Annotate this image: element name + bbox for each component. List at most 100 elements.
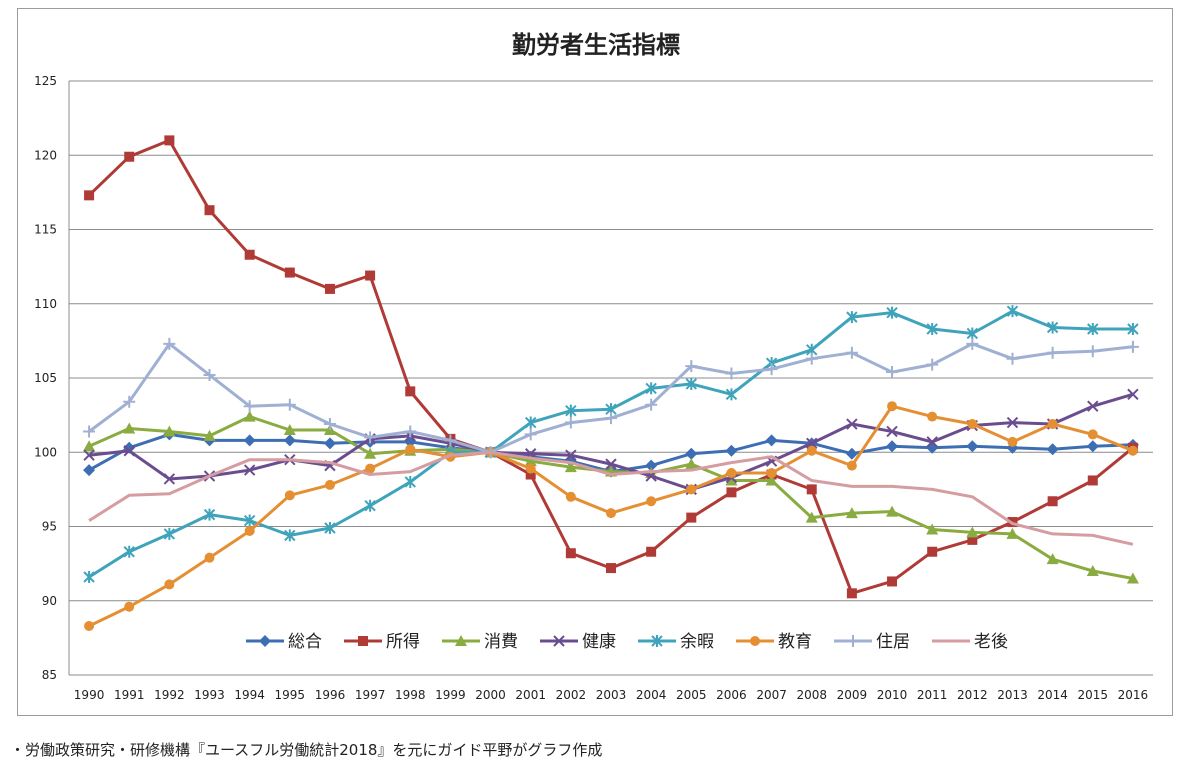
data-point xyxy=(365,270,376,281)
data-point xyxy=(83,449,95,461)
data-point xyxy=(1087,475,1098,486)
data-point xyxy=(847,635,859,647)
x-tick-label: 1999 xyxy=(435,688,466,702)
data-point xyxy=(966,440,979,453)
data-point xyxy=(765,363,778,376)
data-point xyxy=(244,525,255,536)
x-tick-label: 1994 xyxy=(234,688,265,702)
data-point xyxy=(164,579,175,590)
data-point xyxy=(966,337,979,350)
data-point xyxy=(525,469,536,480)
data-point xyxy=(83,440,96,452)
data-point xyxy=(1006,305,1019,318)
data-point xyxy=(123,545,135,558)
data-point xyxy=(364,447,377,459)
series-消費 xyxy=(83,410,1139,584)
data-point xyxy=(83,464,96,477)
data-point xyxy=(886,440,899,453)
data-point xyxy=(324,521,336,534)
data-point xyxy=(726,487,737,498)
data-point xyxy=(1086,440,1099,453)
data-point xyxy=(926,436,938,448)
data-point xyxy=(1126,572,1139,584)
x-tick-label: 2002 xyxy=(556,688,587,702)
data-point xyxy=(886,366,899,379)
y-tick-label: 85 xyxy=(42,668,57,682)
data-point xyxy=(1046,553,1059,565)
x-tick-label: 2016 xyxy=(1118,688,1149,702)
data-point xyxy=(806,484,817,495)
data-point xyxy=(553,635,565,647)
data-point xyxy=(1046,321,1059,334)
data-point xyxy=(455,635,467,646)
x-axis: 1990 1991 1992 1993 1994 1995 1996 1997 1998 1999… xyxy=(74,688,1148,702)
data-point xyxy=(204,552,215,563)
data-point xyxy=(606,563,616,574)
data-point xyxy=(323,418,336,431)
y-tick-label: 95 xyxy=(42,520,57,534)
x-tick-label: 2004 xyxy=(636,688,667,702)
data-point xyxy=(83,425,96,438)
x-tick-label: 2000 xyxy=(475,688,506,702)
data-point xyxy=(605,458,617,470)
data-point xyxy=(283,398,296,411)
data-point xyxy=(524,428,537,441)
data-point xyxy=(243,410,256,422)
legend-label: 総合 xyxy=(288,632,322,652)
legend-item: 余暇 xyxy=(638,632,714,652)
legend-item: 所得 xyxy=(344,632,420,652)
data-point xyxy=(124,601,135,612)
data-point xyxy=(806,445,817,456)
data-point xyxy=(564,416,577,429)
series-教育 xyxy=(84,401,1138,631)
y-tick-label: 125 xyxy=(34,74,57,88)
legend-label: 健康 xyxy=(582,632,616,652)
series-余暇 xyxy=(83,305,1139,583)
data-point xyxy=(444,434,457,447)
data-point xyxy=(805,511,818,523)
x-tick-label: 1997 xyxy=(355,688,386,702)
legend-item: 住居 xyxy=(834,632,910,652)
data-point xyxy=(765,434,778,447)
data-point xyxy=(846,311,858,324)
data-point xyxy=(123,422,136,434)
data-point xyxy=(605,412,617,425)
data-point xyxy=(725,444,738,457)
data-point xyxy=(323,437,336,450)
data-point xyxy=(259,635,271,647)
data-point xyxy=(203,429,216,441)
data-point xyxy=(364,499,376,512)
x-tick-label: 2013 xyxy=(997,688,1028,702)
data-point xyxy=(926,358,939,371)
legend-label: 老後 xyxy=(974,632,1008,652)
x-tick-label: 2010 xyxy=(877,688,908,702)
data-point xyxy=(405,386,416,397)
data-point xyxy=(123,395,136,408)
data-point xyxy=(203,369,216,382)
data-point xyxy=(284,529,296,542)
y-tick-label: 90 xyxy=(42,594,57,608)
data-point xyxy=(805,352,818,365)
legend-label: 教育 xyxy=(778,632,812,652)
series-所得 xyxy=(84,135,1138,599)
series-line xyxy=(88,450,1134,546)
data-point xyxy=(685,458,698,470)
data-point xyxy=(565,548,576,559)
data-point xyxy=(404,425,417,438)
data-point xyxy=(846,460,857,471)
data-point xyxy=(565,491,576,502)
data-point xyxy=(645,459,658,472)
data-point xyxy=(163,337,176,350)
data-point xyxy=(725,367,738,380)
x-tick-label: 2007 xyxy=(756,688,787,702)
data-point xyxy=(204,205,215,216)
x-tick-label: 2014 xyxy=(1037,688,1068,702)
gridlines xyxy=(69,80,1153,676)
data-point xyxy=(686,484,697,495)
data-point xyxy=(887,576,898,587)
data-point xyxy=(244,249,255,260)
data-point xyxy=(364,431,377,444)
data-point xyxy=(243,400,256,413)
data-point xyxy=(967,534,978,545)
